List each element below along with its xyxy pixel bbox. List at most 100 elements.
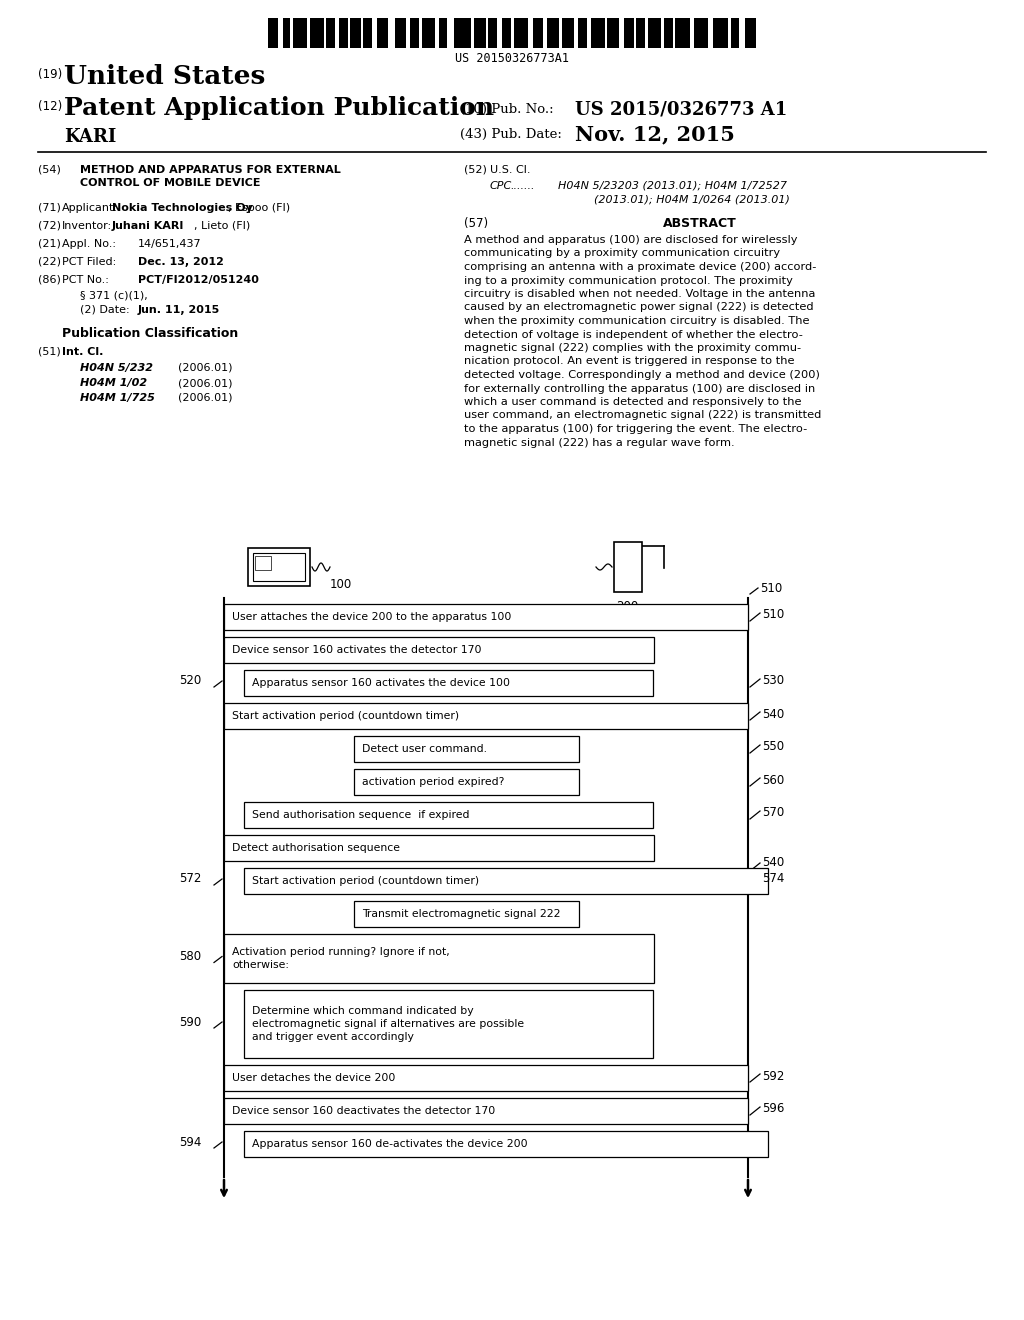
Text: caused by an electromagnetic power signal (222) is detected: caused by an electromagnetic power signa…: [464, 302, 814, 313]
Text: METHOD AND APPARATUS FOR EXTERNAL: METHOD AND APPARATUS FOR EXTERNAL: [80, 165, 341, 176]
Text: (12): (12): [38, 100, 62, 114]
Text: United States: United States: [63, 63, 265, 88]
Bar: [562, 18, 564, 48]
Bar: [615, 18, 620, 48]
Bar: [733, 18, 736, 48]
Text: 530: 530: [762, 675, 784, 688]
Bar: [706, 18, 708, 48]
Text: , Lieto (FI): , Lieto (FI): [194, 220, 250, 231]
Text: Start activation period (countdown timer): Start activation period (countdown timer…: [252, 876, 479, 886]
Bar: [651, 18, 658, 48]
Bar: [580, 18, 584, 48]
Bar: [671, 18, 673, 48]
Text: 14/651,437: 14/651,437: [138, 239, 202, 249]
Bar: [508, 18, 511, 48]
Text: US 20150326773A1: US 20150326773A1: [455, 51, 569, 65]
Bar: [244, 990, 653, 1059]
Bar: [353, 18, 356, 48]
Bar: [268, 18, 271, 48]
Text: Nokia Technologies Oy: Nokia Technologies Oy: [112, 203, 253, 213]
Text: user command, an electromagnetic signal (222) is transmitted: user command, an electromagnetic signal …: [464, 411, 821, 421]
Bar: [455, 18, 459, 48]
Bar: [481, 18, 483, 48]
Text: User detaches the device 200: User detaches the device 200: [232, 1073, 395, 1082]
Bar: [506, 18, 508, 48]
Bar: [694, 18, 700, 48]
Text: when the proximity communication circuitry is disabled. The: when the proximity communication circuit…: [464, 315, 810, 326]
Bar: [364, 18, 367, 48]
Bar: [731, 18, 733, 48]
Bar: [445, 18, 447, 48]
Text: (52): (52): [464, 165, 486, 176]
Bar: [569, 18, 574, 48]
Bar: [669, 18, 671, 48]
Bar: [487, 18, 492, 48]
Text: § 371 (c)(1),: § 371 (c)(1),: [80, 290, 147, 301]
Bar: [532, 18, 535, 48]
Text: Send authorisation sequence  if expired: Send authorisation sequence if expired: [252, 810, 469, 820]
Bar: [751, 18, 753, 48]
Bar: [591, 18, 596, 48]
Bar: [614, 543, 642, 591]
Bar: [483, 18, 485, 48]
Text: 592: 592: [762, 1069, 784, 1082]
Bar: [684, 18, 690, 48]
Text: activation period expired?: activation period expired?: [362, 777, 505, 787]
Bar: [244, 671, 653, 696]
Bar: [224, 935, 654, 983]
Text: CONTROL OF MOBILE DEVICE: CONTROL OF MOBILE DEVICE: [80, 178, 260, 187]
Text: (54): (54): [38, 165, 60, 176]
Bar: [514, 18, 519, 48]
Text: Publication Classification: Publication Classification: [61, 327, 239, 341]
Bar: [316, 18, 322, 48]
Text: .......: .......: [510, 181, 535, 191]
Text: (2006.01): (2006.01): [178, 378, 232, 388]
Bar: [535, 18, 538, 48]
Text: US 2015/0326773 A1: US 2015/0326773 A1: [575, 100, 787, 117]
Text: 580: 580: [179, 950, 201, 964]
Text: (86): (86): [38, 275, 60, 285]
Text: Inventor:: Inventor:: [62, 220, 112, 231]
Bar: [224, 605, 748, 630]
Bar: [675, 18, 678, 48]
Text: (19): (19): [38, 69, 62, 81]
Text: Applicant:: Applicant:: [62, 203, 118, 213]
Bar: [638, 18, 640, 48]
Bar: [354, 737, 579, 762]
Bar: [538, 18, 543, 48]
Text: (21): (21): [38, 239, 60, 249]
Text: Start activation period (countdown timer): Start activation period (countdown timer…: [232, 711, 459, 721]
Text: 590: 590: [179, 1015, 202, 1028]
Text: U.S. Cl.: U.S. Cl.: [490, 165, 530, 176]
Text: Activation period running? Ignore if not,
otherwise:: Activation period running? Ignore if not…: [232, 948, 450, 970]
Text: magnetic signal (222) complies with the proximity commu-: magnetic signal (222) complies with the …: [464, 343, 801, 352]
Text: H04M 1/725: H04M 1/725: [80, 393, 155, 403]
Bar: [303, 18, 307, 48]
Text: 510: 510: [762, 609, 784, 622]
Bar: [722, 18, 728, 48]
Text: communicating by a proximity communication circuitry: communicating by a proximity communicati…: [464, 248, 780, 259]
Text: (10) Pub. No.:: (10) Pub. No.:: [460, 103, 554, 116]
Bar: [664, 18, 669, 48]
Bar: [332, 18, 335, 48]
Text: 520: 520: [179, 675, 202, 688]
Text: Transmit electromagnetic signal 222: Transmit electromagnetic signal 222: [362, 909, 560, 919]
Bar: [736, 18, 739, 48]
Bar: [224, 638, 654, 663]
Text: Apparatus sensor 160 de-activates the device 200: Apparatus sensor 160 de-activates the de…: [252, 1139, 527, 1148]
Bar: [431, 18, 435, 48]
Text: 572: 572: [179, 873, 202, 886]
Text: , Espoo (FI): , Espoo (FI): [228, 203, 290, 213]
Bar: [521, 18, 528, 48]
Text: 574: 574: [762, 873, 784, 886]
Bar: [596, 18, 601, 48]
Text: Dec. 13, 2012: Dec. 13, 2012: [138, 257, 224, 267]
Bar: [640, 18, 645, 48]
Text: 596: 596: [762, 1102, 784, 1115]
Bar: [370, 18, 373, 48]
Text: circuitry is disabled when not needed. Voltage in the antenna: circuitry is disabled when not needed. V…: [464, 289, 815, 300]
Bar: [678, 18, 684, 48]
Bar: [224, 836, 654, 861]
Bar: [607, 18, 611, 48]
Bar: [556, 18, 558, 48]
